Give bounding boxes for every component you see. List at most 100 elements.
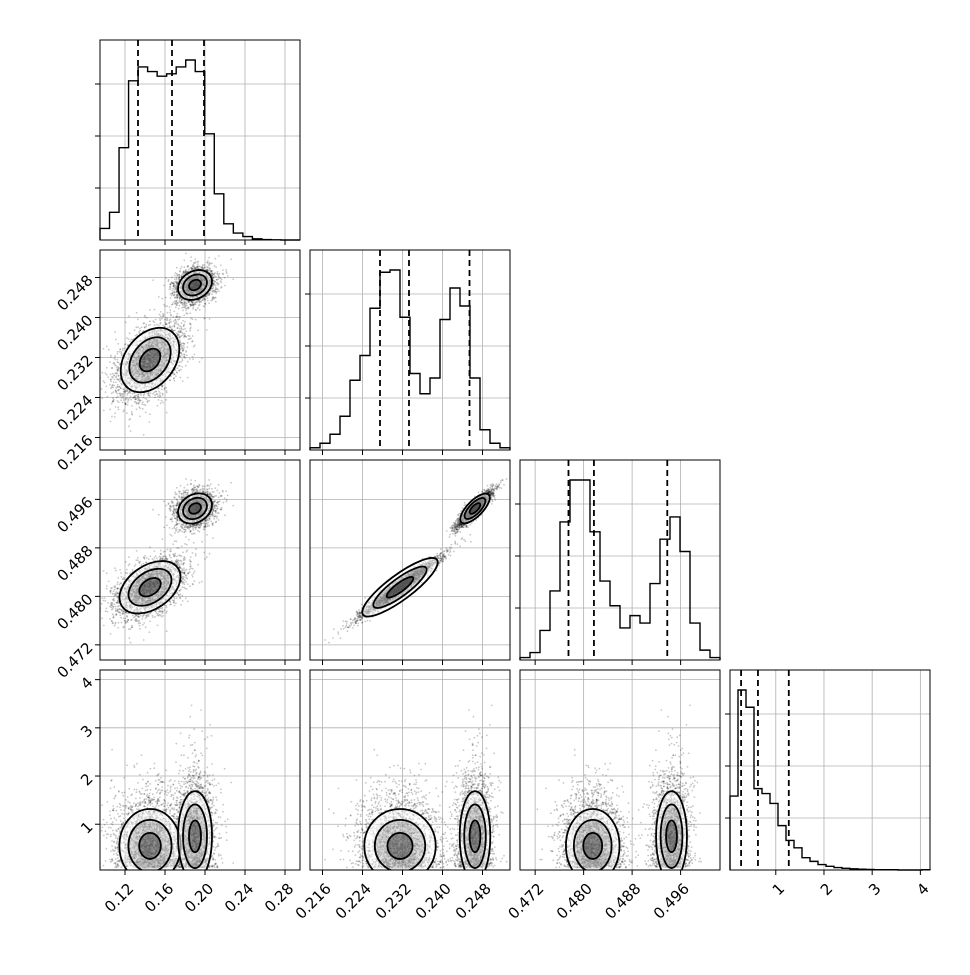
scatter-point bbox=[154, 324, 156, 326]
scatter-point bbox=[176, 278, 178, 280]
scatter-point bbox=[110, 421, 112, 423]
scatter-point bbox=[219, 273, 221, 275]
scatter-point bbox=[159, 394, 161, 396]
scatter-point bbox=[140, 394, 142, 396]
scatter-point bbox=[141, 403, 143, 405]
scatter-point bbox=[125, 617, 127, 619]
scatter-point bbox=[169, 286, 171, 288]
scatter-point bbox=[112, 377, 114, 379]
scatter-point bbox=[207, 262, 209, 264]
scatter-point bbox=[147, 401, 149, 403]
scatter-point bbox=[190, 267, 192, 269]
scatter-point bbox=[113, 379, 115, 381]
scatter-point bbox=[132, 615, 134, 617]
scatter-point bbox=[165, 399, 167, 401]
scatter-point bbox=[152, 558, 154, 560]
scatter-point bbox=[117, 400, 119, 402]
scatter-point bbox=[224, 285, 226, 287]
scatter-point bbox=[137, 326, 139, 328]
scatter-point bbox=[170, 309, 172, 311]
scatter-point bbox=[144, 398, 146, 400]
scatter-point bbox=[173, 291, 175, 293]
scatter-point bbox=[154, 309, 156, 311]
scatter-point bbox=[213, 282, 215, 284]
scatter-point bbox=[148, 421, 150, 423]
scatter-point bbox=[109, 361, 111, 363]
scatter-point bbox=[186, 354, 188, 356]
scatter-point bbox=[185, 302, 187, 304]
scatter-point bbox=[131, 413, 133, 415]
scatter-point bbox=[165, 277, 167, 279]
scatter-point bbox=[123, 397, 125, 399]
scatter-point bbox=[210, 272, 212, 274]
scatter-point bbox=[131, 405, 133, 407]
scatter-point bbox=[117, 406, 119, 408]
scatter-point bbox=[192, 304, 194, 306]
scatter-point bbox=[168, 322, 170, 324]
scatter-point bbox=[227, 275, 229, 277]
scatter-point bbox=[106, 585, 108, 587]
scatter-point bbox=[176, 316, 178, 318]
scatter-point bbox=[169, 306, 171, 308]
scatter-point bbox=[179, 270, 181, 272]
scatter-point bbox=[179, 305, 181, 307]
scatter-point bbox=[162, 394, 164, 396]
scatter-point bbox=[115, 382, 117, 384]
scatter-point bbox=[147, 393, 149, 395]
scatter-point bbox=[189, 328, 191, 330]
scatter-point bbox=[181, 332, 183, 334]
scatter-point bbox=[177, 324, 179, 326]
scatter-point bbox=[218, 290, 220, 292]
scatter-point bbox=[107, 376, 109, 378]
scatter-point bbox=[117, 389, 119, 391]
scatter-point bbox=[119, 615, 121, 617]
scatter-point bbox=[129, 397, 131, 399]
scatter-point bbox=[132, 393, 134, 395]
scatter-point bbox=[190, 260, 192, 262]
scatter-point bbox=[127, 394, 129, 396]
scatter-point bbox=[174, 275, 176, 277]
scatter-point bbox=[181, 354, 183, 356]
scatter-point bbox=[173, 325, 175, 327]
scatter-point bbox=[183, 315, 185, 317]
scatter-point bbox=[137, 397, 139, 399]
scatter-point bbox=[192, 356, 194, 358]
scatter-point bbox=[139, 401, 141, 403]
scatter-point bbox=[126, 412, 128, 414]
scatter-point bbox=[195, 319, 197, 321]
scatter-point bbox=[177, 319, 179, 321]
scatter-point bbox=[101, 603, 103, 605]
scatter-panel-2-0 bbox=[95, 460, 300, 665]
scatter-point bbox=[175, 306, 177, 308]
scatter-point bbox=[217, 289, 219, 291]
scatter-point bbox=[169, 379, 171, 381]
scatter-point bbox=[108, 349, 110, 351]
scatter-point bbox=[179, 492, 181, 494]
scatter-point bbox=[122, 349, 124, 351]
scatter-point bbox=[211, 488, 213, 490]
scatter-point bbox=[197, 266, 199, 268]
scatter-point bbox=[157, 395, 159, 397]
scatter-point bbox=[162, 325, 164, 327]
scatter-point bbox=[169, 311, 171, 313]
scatter-point bbox=[143, 639, 145, 641]
scatter-point bbox=[190, 318, 192, 320]
scatter-point bbox=[189, 330, 191, 332]
scatter-point bbox=[139, 400, 141, 402]
scatter-point bbox=[113, 362, 115, 364]
scatter-point bbox=[152, 393, 154, 395]
scatter-point bbox=[172, 303, 174, 305]
scatter-point bbox=[186, 304, 188, 306]
scatter-point bbox=[115, 406, 117, 408]
scatter-point bbox=[160, 315, 162, 317]
scatter-point bbox=[180, 330, 182, 332]
scatter-point bbox=[154, 397, 156, 399]
scatter-point bbox=[184, 321, 186, 323]
scatter-point bbox=[182, 309, 184, 311]
scatter-point bbox=[150, 392, 152, 394]
scatter-point bbox=[134, 329, 136, 331]
scatter-point bbox=[202, 299, 204, 301]
scatter-point bbox=[137, 393, 139, 395]
scatter-point bbox=[176, 332, 178, 334]
scatter-point bbox=[158, 399, 160, 401]
